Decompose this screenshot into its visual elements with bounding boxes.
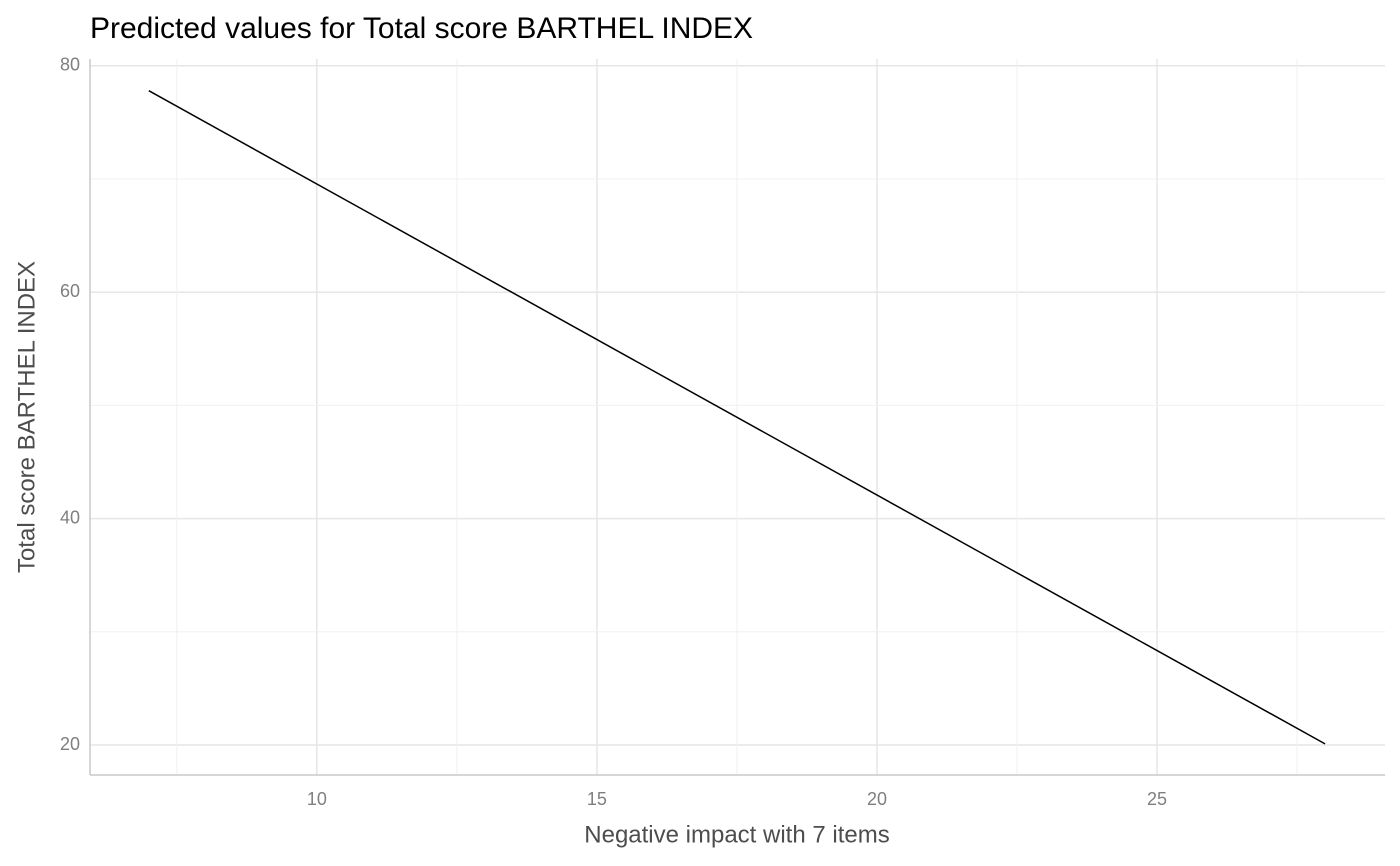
x-tick-label: 25 [1147, 789, 1167, 809]
chart-title: Predicted values for Total score BARTHEL… [90, 12, 753, 45]
y-axis-title: Total score BARTHEL INDEX [13, 261, 40, 573]
y-tick-label: 40 [60, 507, 80, 527]
x-tick-label: 10 [307, 789, 327, 809]
y-tick-label: 20 [60, 734, 80, 754]
y-tick-label: 60 [60, 281, 80, 301]
x-tick-label: 20 [867, 789, 887, 809]
x-tick-label: 15 [587, 789, 607, 809]
line [148, 90, 1326, 745]
x-axis-title: Negative impact with 7 items [584, 821, 889, 848]
y-tick-label: 80 [60, 55, 80, 75]
